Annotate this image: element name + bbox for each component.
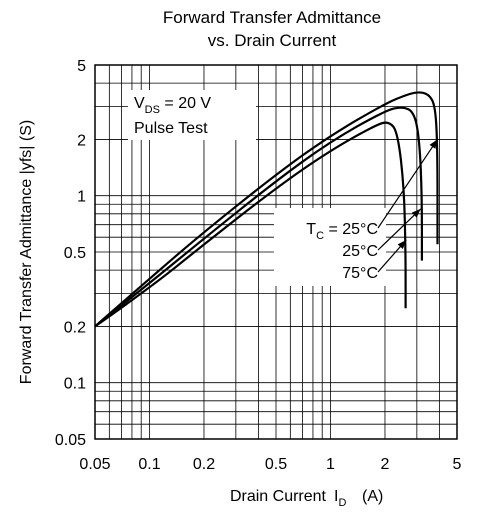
- legend-label-1: TC = 25°C: [306, 221, 378, 242]
- x-tick-label: 2: [381, 456, 390, 473]
- x-tick-label: 0.05: [79, 456, 110, 473]
- y-axis-ticks: 0.05 0.1 0.2 0.5 1 2 5: [55, 58, 86, 449]
- conditions-bg: [128, 90, 256, 140]
- chart-legend: TC = 25°C25°C75°C: [274, 139, 438, 286]
- x-tick-label: 0.5: [265, 456, 287, 473]
- legend-prefix-symbol: T: [306, 221, 316, 238]
- vds-condition: VDS = 20 V: [134, 95, 211, 116]
- x-axis-symbol: ID: [334, 488, 346, 509]
- vds-symbol: V: [134, 95, 145, 112]
- legend-leader-1: [377, 139, 438, 229]
- series-line-2: [94, 106, 423, 328]
- y-tick-label: 0.5: [64, 245, 86, 262]
- x-tick-label: 0.1: [138, 456, 160, 473]
- y-tick-label: 5: [77, 58, 86, 75]
- legend-label-3: 75°C: [342, 265, 378, 282]
- pulse-test-label: Pulse Test: [134, 120, 208, 137]
- series-line-1: [94, 91, 439, 328]
- legend-arrowhead-3: [397, 239, 407, 250]
- chart-title: Forward Transfer Admittance: [163, 8, 381, 27]
- y-tick-label: 0.2: [64, 319, 86, 336]
- y-axis-label: Forward Transfer Admittance |yfs| (S): [18, 120, 35, 384]
- x-axis-ticks: 0.05 0.1 0.2 0.5 1 2 5: [79, 456, 461, 473]
- x-tick-label: 0.2: [193, 456, 215, 473]
- y-tick-label: 0.05: [55, 432, 86, 449]
- y-tick-label: 2: [77, 132, 86, 149]
- legend-series-name: = 25°C: [324, 221, 378, 238]
- legend-arrowhead-1: [429, 139, 438, 149]
- x-axis-label: Drain Current: [230, 488, 327, 505]
- y-tick-label: 0.1: [64, 376, 86, 393]
- x-axis-unit: (A): [362, 488, 383, 505]
- vds-subscript: DS: [145, 104, 160, 116]
- legend-arrowhead-2: [411, 208, 421, 218]
- plot-frame: [94, 64, 458, 440]
- chart-series: [94, 91, 439, 328]
- x-axis-symbol-main: I: [334, 488, 338, 505]
- y-tick-label: 1: [77, 189, 86, 206]
- x-axis-symbol-subscript: D: [338, 497, 346, 509]
- legend-leader-2: [377, 208, 422, 251]
- legend-prefix-subscript: C: [316, 230, 324, 242]
- legend-bg: [274, 208, 386, 286]
- vds-value: = 20 V: [160, 95, 211, 112]
- x-tick-label: 5: [453, 456, 462, 473]
- series-line-3: [94, 121, 407, 328]
- x-tick-label: 1: [326, 456, 335, 473]
- chart-subtitle: vs. Drain Current: [208, 31, 337, 50]
- legend-label-2: 25°C: [342, 243, 378, 260]
